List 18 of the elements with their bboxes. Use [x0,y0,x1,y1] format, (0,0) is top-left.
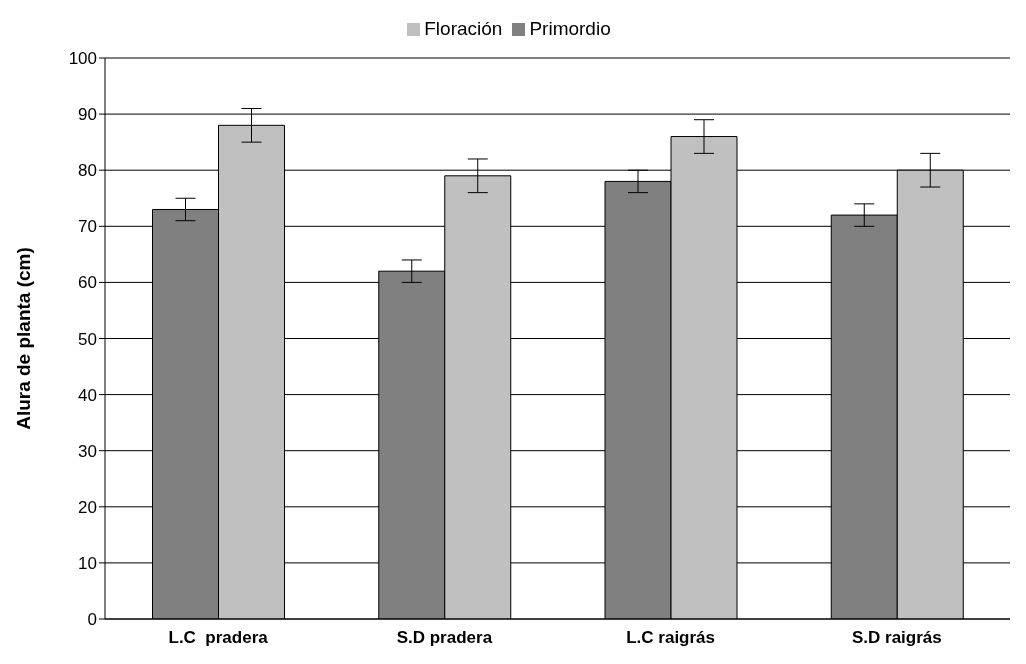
y-tick-label: 20 [78,497,97,517]
legend-label: Floración [424,18,503,39]
legend-label: Primordio [529,18,611,39]
y-axis-title: Alura de planta (cm) [12,247,34,430]
y-tick-label: 70 [78,217,97,237]
y-tick-label: 10 [78,553,97,573]
y-tick-label: 0 [87,610,97,630]
y-tick-label: 30 [78,441,97,461]
y-tick-label: 90 [78,105,97,125]
x-tick-label: S.D pradera [396,628,493,647]
y-tick-label: 40 [78,385,97,405]
y-tick-label: 80 [78,161,97,181]
x-tick-label: L.C raigrás [626,628,716,647]
y-tick-label: 100 [68,49,97,69]
x-tick-label: S.D raigrás [851,628,942,647]
x-tick-label: L.C pradera [168,628,269,647]
y-tick-label: 60 [78,273,97,293]
y-tick-label: 50 [78,329,97,349]
